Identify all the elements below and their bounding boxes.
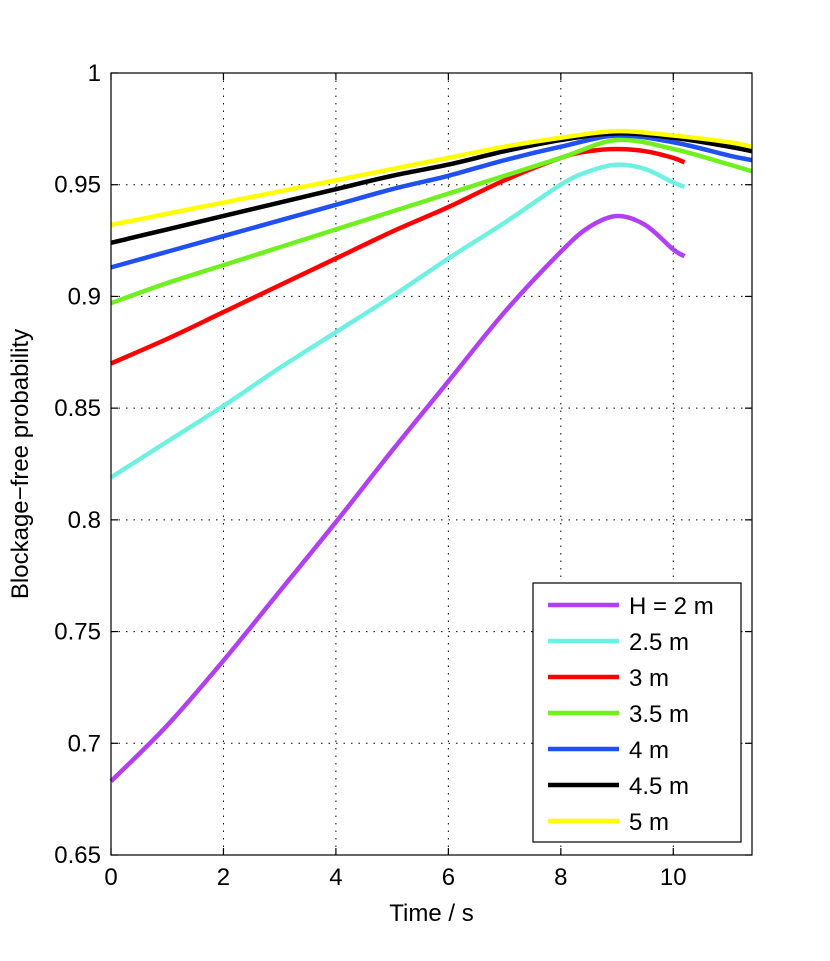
legend-label: 3.5 m — [629, 701, 689, 728]
y-tick-label: 0.9 — [68, 283, 101, 310]
y-tick-label: 0.8 — [68, 507, 101, 534]
series-line-2 — [110, 146, 686, 366]
series-line-4 — [110, 133, 753, 270]
x-tick-label: 10 — [660, 864, 687, 891]
y-tick-label: 0.95 — [54, 172, 101, 199]
series-line-0 — [109, 213, 686, 783]
y-tick-label: 0.65 — [54, 842, 101, 869]
legend-label: 4.5 m — [629, 773, 689, 800]
axes-box — [110, 72, 753, 856]
legend-label: 2.5 m — [629, 629, 689, 656]
x-tick-label: 8 — [554, 864, 567, 891]
y-axis-label: Blockage−free probability — [7, 329, 34, 599]
series-line-6 — [110, 128, 753, 228]
x-tick-label: 2 — [217, 864, 230, 891]
series-line-5 — [110, 131, 753, 245]
x-axis-label: Time / s — [389, 900, 473, 927]
y-tick-label: 0.75 — [54, 619, 101, 646]
grid — [111, 73, 752, 855]
legend-label: 3 m — [629, 665, 669, 692]
series-line-3 — [110, 137, 753, 306]
legend: H = 2 m 2.5 m 3 m 3.5 m 4 m 4.5 m 5 m — [532, 582, 742, 843]
x-tick-label: 0 — [104, 864, 117, 891]
ticks: 0 2 4 6 8 10 0.65 0.7 0.75 0.8 0.85 0.9 0.95 1 — [54, 60, 752, 891]
y-tick-label: 0.7 — [68, 730, 101, 757]
series-lines — [109, 128, 753, 783]
x-tick-label: 6 — [442, 864, 455, 891]
y-tick-label: 1 — [88, 60, 101, 87]
legend-label: 4 m — [629, 737, 669, 764]
series-line-1 — [109, 162, 686, 480]
y-tick-label: 0.85 — [54, 395, 101, 422]
x-tick-label: 4 — [329, 864, 342, 891]
legend-label: 5 m — [629, 809, 669, 836]
legend-label: H = 2 m — [629, 593, 714, 620]
